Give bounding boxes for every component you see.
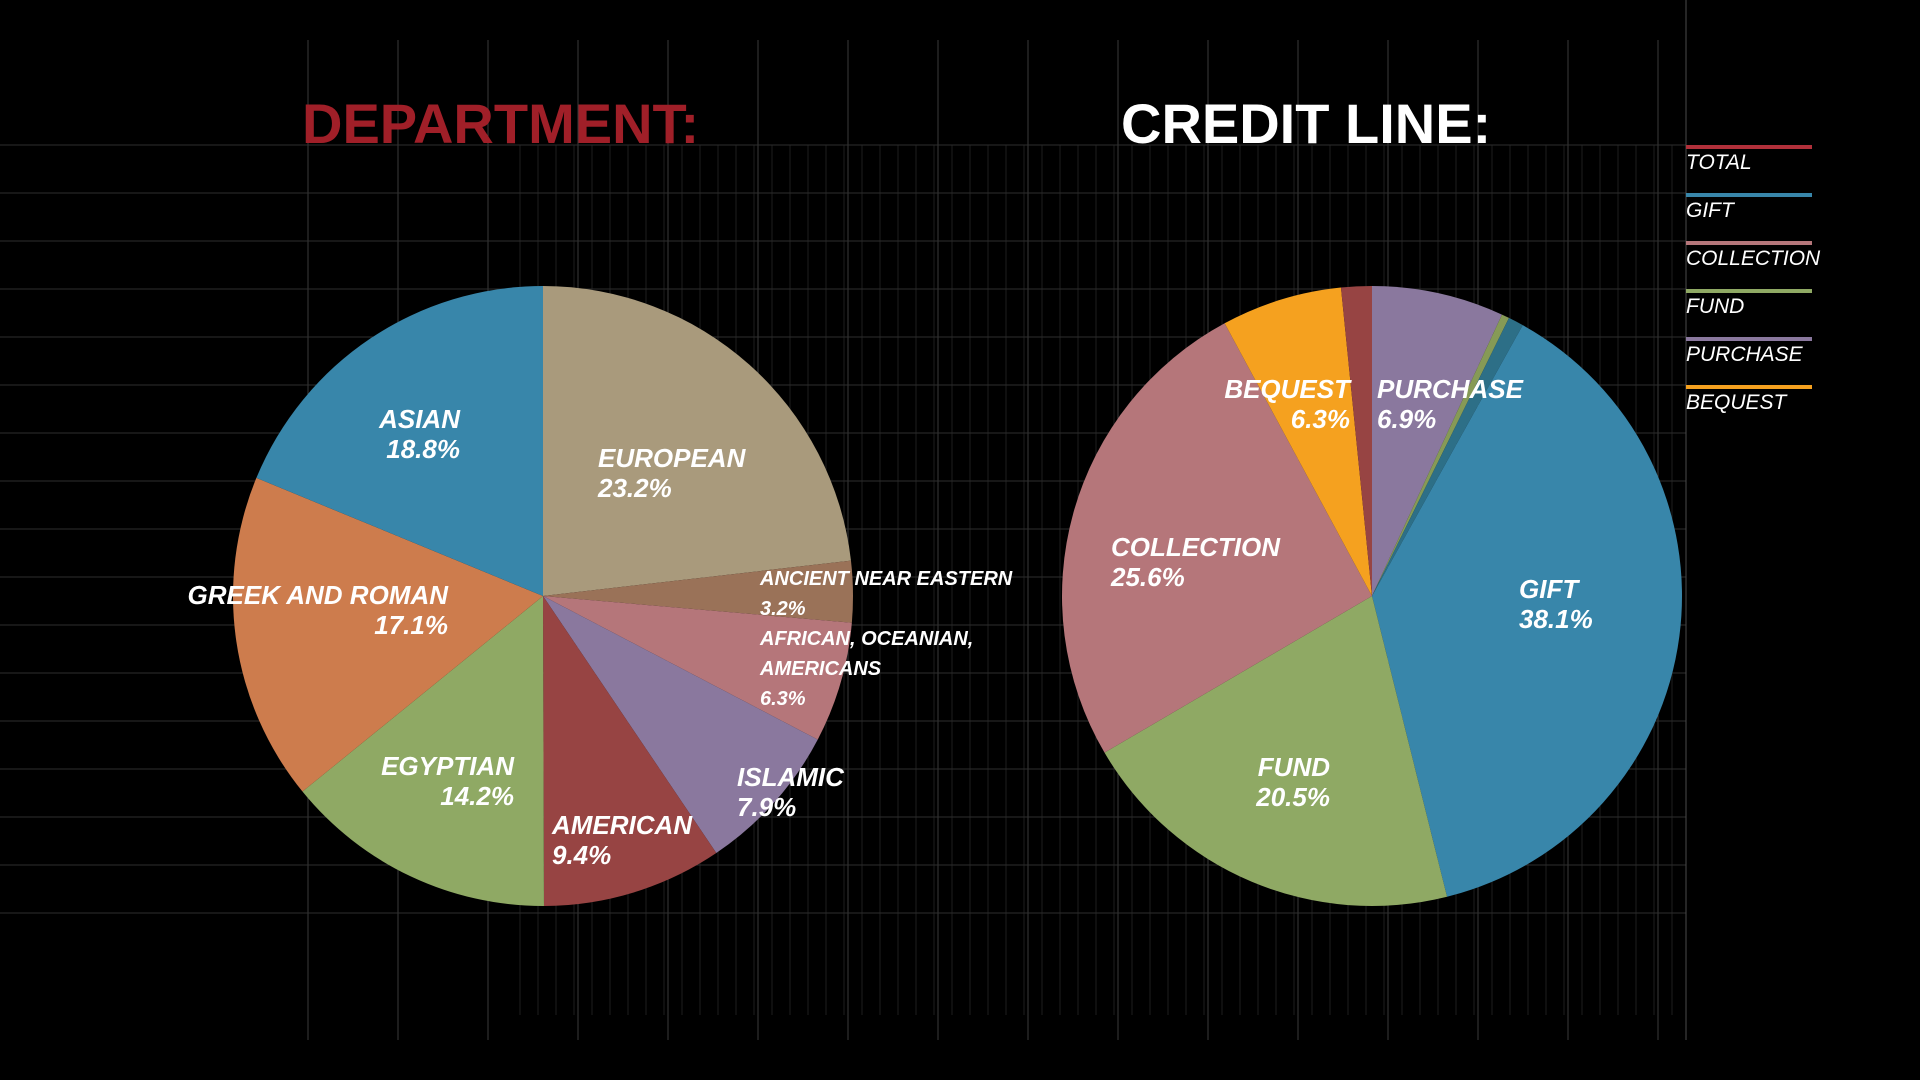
credit-line-slice-collection — [1062, 323, 1372, 753]
legend-swatch-collection — [1686, 241, 1812, 245]
credit-line-value-bequest: 6.3% — [1291, 404, 1350, 434]
department-label-african-oceanian-americans: AFRICAN, OCEANIAN, AMERICANS — [759, 628, 973, 680]
credit-line-slice-bequest — [1224, 287, 1372, 596]
department-label-ancient-near-eastern: ANCIENT NEAR EASTERN — [759, 568, 1013, 590]
credit-line-label-bequest: BEQUEST — [1224, 374, 1352, 404]
department-slice-european — [543, 286, 851, 596]
credit-line-slice-unlabeled-7 — [1340, 286, 1372, 596]
department-value-greek-and-roman: 17.1% — [374, 610, 448, 640]
department-label-asian: ASIAN — [378, 404, 461, 434]
credit-line-label-purchase: PURCHASE — [1377, 374, 1524, 404]
legend-label-total: TOTAL — [1686, 151, 1752, 174]
department-label-islamic: ISLAMIC — [737, 762, 845, 792]
credit-line-value-gift: 38.1% — [1519, 604, 1593, 634]
department-value-european: 23.2% — [597, 473, 672, 503]
department-slice-ancient-near-eastern — [543, 560, 854, 623]
department-slice-asian — [256, 286, 543, 596]
credit-line-value-collection: 25.6% — [1110, 562, 1185, 592]
credit-line-slice-unlabeled-1 — [1372, 314, 1509, 596]
legend-label-fund: FUND — [1686, 295, 1745, 318]
legend-entry-bequest: BEQUEST — [1686, 383, 1814, 431]
legend-swatch-bequest — [1686, 385, 1812, 389]
credit-line-legend: TOTAL GIFT COLLECTION FUND PURCHASE BEQU… — [1686, 143, 1820, 431]
legend-entry-total: TOTAL — [1686, 143, 1814, 191]
legend-entry-fund: FUND — [1686, 287, 1814, 335]
legend-label-collection: COLLECTION — [1686, 247, 1821, 270]
department-value-asian: 18.8% — [386, 434, 460, 464]
credit-line-label-gift: GIFT — [1519, 574, 1580, 604]
credit-line-slice-fund — [1104, 596, 1448, 907]
department-value-ancient-near-eastern: 3.2% — [760, 598, 806, 620]
credit-line-value-fund: 20.5% — [1255, 782, 1330, 812]
legend-swatch-total — [1686, 145, 1812, 149]
credit-line-chart-title: CREDIT LINE: — [1121, 92, 1492, 155]
credit-line-label-fund: FUND — [1258, 752, 1330, 782]
credit-line-slice-gift — [1372, 325, 1682, 897]
credit-line-value-purchase: 6.9% — [1377, 404, 1436, 434]
legend-label-gift: GIFT — [1686, 199, 1734, 222]
legend-label-purchase: PURCHASE — [1686, 343, 1803, 366]
department-chart-title: DEPARTMENT: — [302, 92, 700, 155]
credit-line-label-collection: COLLECTION — [1111, 532, 1281, 562]
legend-swatch-gift — [1686, 193, 1812, 197]
department-slice-islamic — [543, 596, 818, 854]
department-label-greek-and-roman: GREEK AND ROMAN — [188, 580, 450, 610]
credit-line-slice-purchase — [1372, 286, 1502, 596]
credit-line-slice-unlabeled-2 — [1372, 317, 1523, 596]
department-label-european: EUROPEAN — [598, 443, 747, 473]
legend-label-bequest: BEQUEST — [1686, 391, 1787, 414]
legend-entry-purchase: PURCHASE — [1686, 335, 1814, 383]
legend-entry-gift: GIFT — [1686, 191, 1814, 239]
legend-swatch-purchase — [1686, 337, 1812, 341]
department-value-african-oceanian-americans: 6.3% — [760, 688, 806, 710]
legend-swatch-fund — [1686, 289, 1812, 293]
department-slice-greek-and-roman — [233, 477, 544, 792]
department-value-islamic: 7.9% — [737, 792, 796, 822]
department-value-egyptian: 14.2% — [440, 781, 514, 811]
department-slice-american — [543, 596, 717, 906]
department-value-american: 9.4% — [552, 840, 611, 870]
department-label-egyptian: EGYPTIAN — [381, 751, 515, 781]
legend-entry-collection: COLLECTION — [1686, 239, 1820, 287]
department-label-american: AMERICAN — [551, 810, 693, 840]
department-slice-african-oceanian-americans — [543, 596, 852, 740]
department-slice-egyptian — [302, 596, 544, 907]
